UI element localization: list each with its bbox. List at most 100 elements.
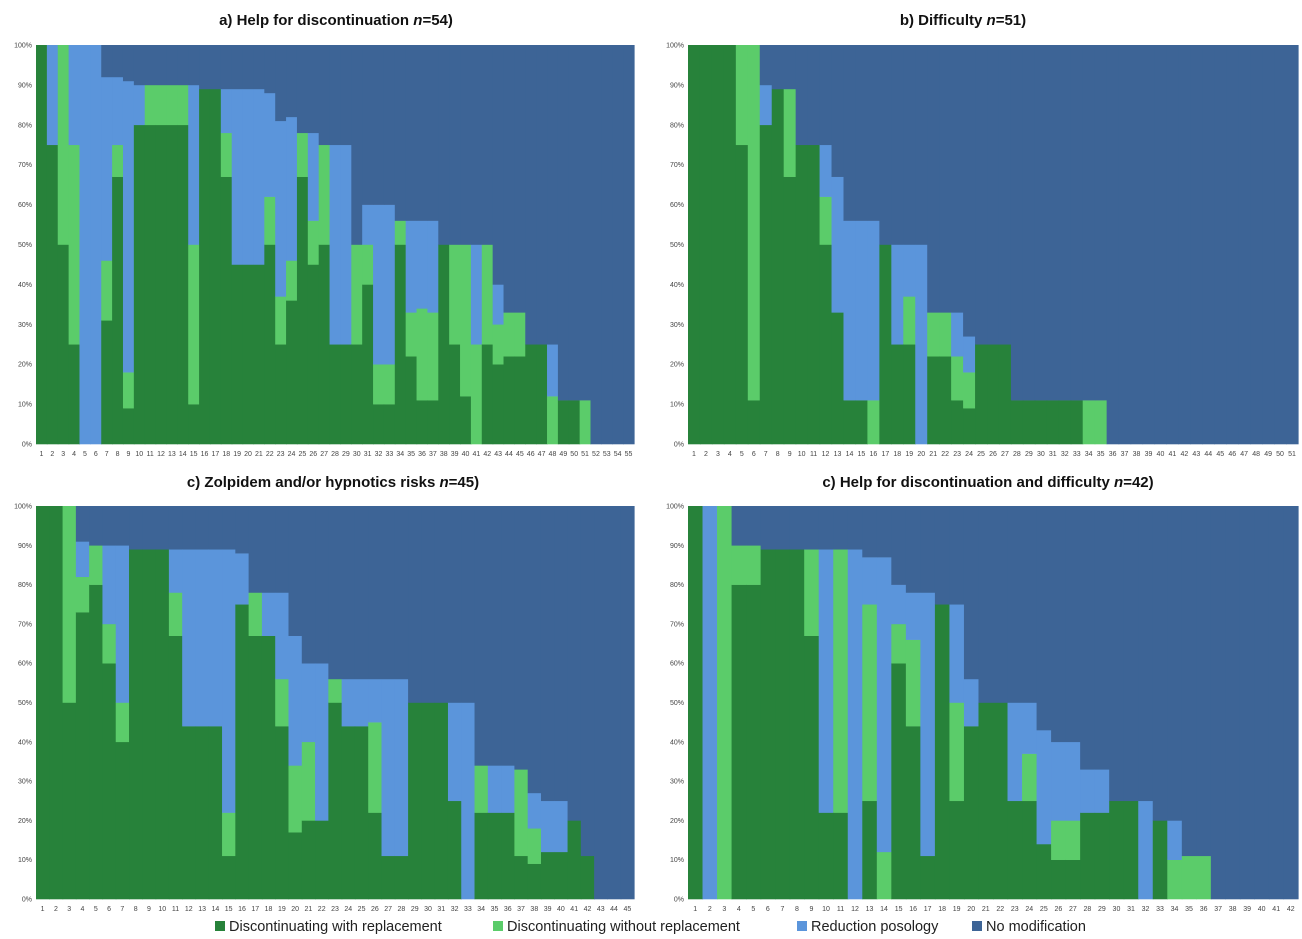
x-tick-label: 8	[134, 906, 138, 913]
bar-segment-with-replacement	[222, 855, 236, 900]
bar-segment-reduction-posology	[68, 45, 81, 146]
bar-segment-no-modification	[318, 45, 331, 146]
bar-segment-reduction-posology	[554, 800, 569, 853]
bar-segment-no-modification	[487, 506, 502, 766]
bar-segment-with-replacement	[843, 400, 857, 445]
bar-segment-no-modification	[155, 506, 170, 550]
bar-segment-without-replacement	[383, 364, 396, 405]
x-tick-label: 29	[411, 906, 419, 913]
x-tick-label: 39	[451, 451, 459, 458]
bar-segment-no-modification	[1167, 506, 1183, 821]
bar-segment-no-modification	[421, 506, 436, 703]
bar-segment-no-modification	[1130, 45, 1144, 445]
bar-segment-with-replacement	[46, 144, 59, 445]
bar-segment-no-modification	[1051, 506, 1067, 743]
bar-segment-reduction-posology	[905, 592, 921, 640]
bar-segment-no-modification	[1118, 45, 1132, 445]
bar-segment-reduction-posology	[831, 176, 845, 313]
bar-segment-with-replacement	[503, 356, 515, 445]
bar-segment-with-replacement	[949, 800, 965, 900]
x-tick-label: 9	[147, 906, 151, 913]
bar-segment-no-modification	[594, 506, 609, 900]
bar-segment-reduction-posology	[373, 204, 385, 365]
bar-segment-no-modification	[998, 45, 1012, 345]
bar-segment-no-modification	[460, 45, 472, 245]
bar-segment-with-replacement	[182, 726, 197, 900]
x-tick-label: 26	[989, 451, 997, 458]
x-tick-label: 24	[1025, 906, 1033, 913]
x-tick-label: 34	[477, 906, 485, 913]
bar-segment-with-replacement	[905, 726, 921, 900]
x-tick-label: 14	[880, 906, 888, 913]
bar-segment-no-modification	[209, 45, 222, 90]
bar-segment-no-modification	[288, 506, 303, 636]
x-tick-label: 21	[982, 906, 990, 913]
bar-segment-no-modification	[879, 45, 892, 245]
y-tick-label: 10%	[670, 402, 684, 409]
chart-title: a) Help for discontinuation n=54)	[219, 12, 453, 29]
bar-segment-with-replacement	[36, 45, 48, 445]
bar-segment-with-replacement	[438, 244, 450, 445]
x-tick-label: 14	[179, 451, 187, 458]
bar-segment-no-modification	[315, 506, 329, 664]
bar-segment-no-modification	[102, 506, 117, 546]
x-tick-label: 13	[834, 451, 842, 458]
bar-segment-with-replacement	[1080, 812, 1096, 900]
bar-segment-no-modification	[296, 45, 309, 134]
x-tick-label: 30	[1037, 451, 1045, 458]
bar-segment-no-modification	[536, 45, 548, 345]
bar-segment-with-replacement	[1109, 800, 1125, 900]
bar-segment-without-replacement	[101, 260, 113, 321]
bar-segment-no-modification	[818, 506, 834, 550]
bar-segment-reduction-posology	[286, 116, 298, 261]
bar-segment-no-modification	[1058, 45, 1072, 401]
legend-label-no-modification: No modification	[986, 919, 1086, 935]
bar-segment-no-modification	[1070, 45, 1084, 401]
bar-segment-reduction-posology	[405, 220, 418, 313]
bar-segment-with-replacement	[329, 344, 342, 445]
x-tick-label: 22	[996, 906, 1004, 913]
bar-segment-with-replacement	[112, 176, 124, 445]
bar-segment-no-modification	[795, 45, 809, 146]
y-tick-label: 100%	[14, 504, 32, 511]
bar-segment-with-replacement	[903, 344, 916, 445]
bar-segment-without-replacement	[1022, 753, 1038, 802]
x-tick-label: 28	[1013, 451, 1021, 458]
x-tick-label: 42	[483, 451, 491, 458]
bar-segment-no-modification	[1254, 506, 1270, 900]
bar-segment-no-modification	[381, 506, 396, 680]
bar-segment-without-replacement	[833, 549, 849, 813]
bar-segment-no-modification	[195, 506, 210, 550]
x-tick-label: 36	[1200, 906, 1208, 913]
x-tick-label: 1	[693, 906, 697, 913]
bar-segment-with-replacement	[688, 45, 701, 445]
bar-segment-no-modification	[1210, 506, 1226, 900]
bar-segment-no-modification	[434, 506, 449, 703]
bar-segment-without-replacement	[1196, 855, 1212, 900]
bar-segment-no-modification	[222, 506, 236, 550]
bar-segment-reduction-posology	[847, 549, 863, 900]
bar-segment-reduction-posology	[1080, 769, 1096, 813]
y-tick-label: 50%	[18, 700, 32, 707]
bar-segment-no-modification	[927, 45, 940, 313]
bar-segment-no-modification	[1286, 45, 1299, 445]
legend-label-without-replacement: Discontinuating without replacement	[507, 919, 740, 935]
y-tick-label: 0%	[674, 897, 684, 904]
y-tick-label: 60%	[670, 661, 684, 668]
x-tick-label: 26	[309, 451, 317, 458]
bar-segment-no-modification	[275, 45, 287, 122]
y-tick-label: 60%	[670, 202, 684, 209]
bar-segment-no-modification	[1010, 45, 1024, 401]
bar-segment-no-modification	[340, 45, 352, 146]
bar-segment-no-modification	[286, 45, 298, 118]
x-tick-label: 31	[364, 451, 372, 458]
bar-segment-with-replacement	[68, 344, 81, 445]
x-tick-label: 40	[1157, 451, 1165, 458]
x-tick-label: 52	[592, 451, 600, 458]
bar-segment-reduction-posology	[301, 663, 316, 743]
x-tick-label: 6	[94, 451, 98, 458]
bar-segment-with-replacement	[242, 264, 255, 445]
bar-segment-without-replacement	[405, 312, 418, 357]
bar-segment-with-replacement	[789, 549, 805, 900]
bar-segment-no-modification	[1138, 506, 1154, 802]
